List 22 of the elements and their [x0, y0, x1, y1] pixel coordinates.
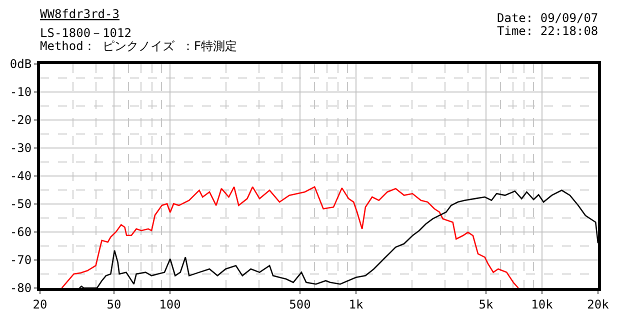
- y-tick-label: -50: [10, 197, 32, 212]
- y-tick-label: -30: [10, 141, 32, 156]
- x-tick-label: 20k: [587, 297, 610, 312]
- text: Date: 09/09/07: [497, 11, 598, 25]
- y-tick-label: -80: [10, 281, 32, 296]
- x-tick-label: 100: [159, 297, 181, 312]
- y-tick-label: 0dB: [10, 57, 32, 72]
- chart-title: WW8fdr3rd-3: [40, 7, 120, 21]
- x-tick-label: 10k: [531, 297, 554, 312]
- x-tick-label: 5k: [478, 297, 494, 312]
- x-tick-label: 50: [106, 297, 122, 312]
- x-tick-label: 1k: [348, 297, 364, 312]
- y-tick-label: -20: [10, 113, 32, 128]
- y-tick-label: -70: [10, 253, 32, 268]
- chart-subtitle: LS-1800－1012: [40, 26, 132, 40]
- x-tick-label: 500: [289, 297, 311, 312]
- text: Time: 22:18:08: [497, 24, 598, 38]
- x-tick-label: 20: [32, 297, 48, 312]
- y-tick-label: -10: [10, 85, 32, 100]
- y-tick-label: -60: [10, 225, 32, 240]
- text: Method： ピンクノイズ ：F特測定: [40, 39, 238, 53]
- y-tick-label: -40: [10, 169, 32, 184]
